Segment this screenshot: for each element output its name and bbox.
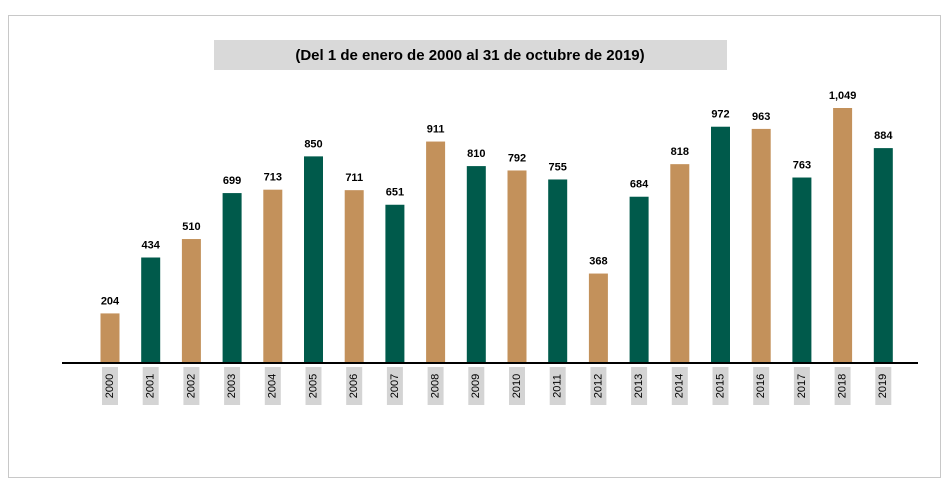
x-label-box — [793, 367, 810, 405]
x-label-box — [346, 367, 363, 405]
bar — [507, 170, 527, 363]
bar — [792, 177, 812, 363]
bar — [385, 204, 405, 363]
bar — [588, 273, 608, 363]
x-tick-label: 2012 — [592, 374, 604, 398]
x-tick-label: 2011 — [552, 374, 564, 398]
value-label: 510 — [182, 221, 200, 233]
x-tick-label: 2019 — [877, 374, 889, 398]
x-label-box — [142, 367, 159, 405]
x-tick-label: 2008 — [430, 374, 442, 398]
x-tick-label: 2013 — [633, 374, 645, 398]
value-label: 711 — [345, 172, 363, 184]
x-label-box — [386, 367, 403, 405]
value-label: 810 — [467, 148, 485, 160]
bar — [751, 128, 771, 363]
value-label: 699 — [223, 175, 241, 187]
value-label: 434 — [142, 239, 161, 251]
x-label-box — [671, 367, 688, 405]
bar — [181, 239, 201, 363]
x-label-box — [427, 367, 444, 405]
x-tick-label: 2005 — [307, 374, 319, 398]
x-tick-label: 2015 — [714, 374, 726, 398]
value-label: 792 — [508, 152, 526, 164]
x-tick-label: 2000 — [104, 374, 116, 398]
x-label-box — [264, 367, 281, 405]
x-label-box — [712, 367, 729, 405]
x-tick-label: 2009 — [470, 374, 482, 398]
value-label: 818 — [671, 146, 689, 158]
x-tick-label: 2006 — [348, 374, 360, 398]
x-tick-label: 2003 — [226, 374, 238, 398]
x-label-box — [834, 367, 851, 405]
bar — [141, 257, 161, 363]
bar — [548, 179, 568, 363]
x-label-box — [753, 367, 770, 405]
x-tick-label: 2007 — [389, 374, 401, 398]
bar — [466, 166, 486, 363]
value-label: 963 — [752, 111, 770, 123]
chart-title: (Del 1 de enero de 2000 al 31 de octubre… — [295, 47, 644, 64]
x-tick-label: 2014 — [674, 374, 686, 398]
value-label: 204 — [101, 295, 120, 307]
x-label-box — [875, 367, 892, 405]
bar — [873, 148, 893, 363]
value-label: 972 — [711, 109, 729, 121]
x-tick-label: 2018 — [837, 374, 849, 398]
value-label: 755 — [549, 161, 567, 173]
x-tick-label: 2017 — [796, 374, 808, 398]
value-label: 911 — [427, 123, 445, 135]
value-label: 884 — [874, 130, 893, 142]
x-label-box — [590, 367, 607, 405]
x-tick-label: 2004 — [267, 374, 279, 398]
x-label-box — [224, 367, 241, 405]
value-label: 763 — [793, 159, 811, 171]
value-label: 713 — [264, 172, 282, 184]
x-label-box — [631, 367, 648, 405]
bar — [263, 189, 283, 363]
bar — [629, 196, 649, 363]
value-label: 368 — [589, 255, 607, 267]
x-label-box — [183, 367, 200, 405]
x-label-box — [509, 367, 525, 405]
x-label-box — [468, 367, 485, 405]
x-label-box — [102, 367, 118, 405]
x-label-box — [305, 367, 322, 405]
bar — [222, 193, 242, 363]
bar — [670, 164, 690, 363]
title-box — [214, 40, 727, 70]
x-label-box — [549, 367, 566, 405]
bar — [100, 313, 120, 363]
x-tick-label: 2016 — [755, 374, 767, 398]
bar — [833, 108, 853, 363]
x-tick-label: 2010 — [511, 374, 523, 398]
bar — [426, 141, 446, 363]
bar — [304, 156, 323, 363]
value-label: 684 — [630, 179, 649, 191]
value-label: 850 — [304, 138, 322, 150]
value-label: 1,049 — [829, 90, 857, 102]
bar — [344, 190, 364, 363]
x-tick-label: 2002 — [185, 374, 197, 398]
x-tick-label: 2001 — [145, 374, 157, 398]
bar — [711, 126, 730, 363]
value-label: 651 — [386, 187, 404, 199]
